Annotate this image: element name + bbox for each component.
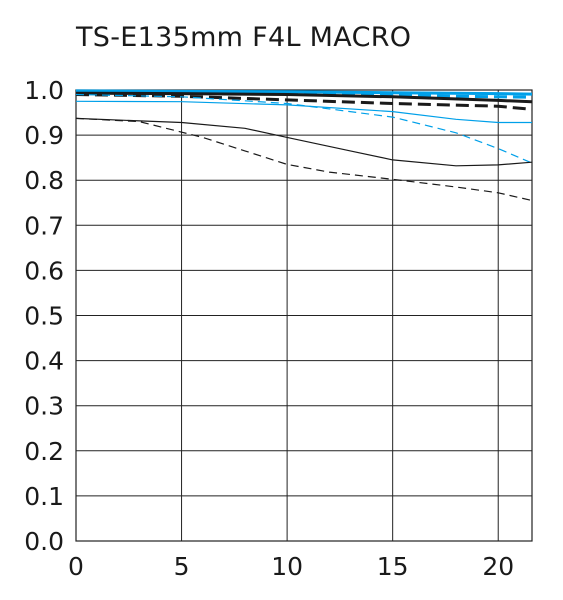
series-line-2 — [75, 91, 533, 104]
x-tick-label: 20 — [482, 552, 514, 581]
series-line-5 — [75, 93, 533, 164]
y-tick-label: 0.9 — [24, 121, 64, 150]
y-tick-label: 0.0 — [24, 527, 64, 556]
chart-title: TS-E135mm F4L MACRO — [76, 22, 412, 53]
y-tick-label: 0.1 — [24, 482, 64, 511]
y-tick-label: 0.6 — [24, 256, 64, 285]
series-line-4 — [75, 100, 532, 124]
y-tick-label: 0.3 — [24, 392, 64, 421]
x-tick-label: 15 — [377, 552, 409, 581]
y-tick-label: 0.8 — [24, 166, 64, 195]
y-tick-label: 0.5 — [24, 302, 64, 331]
plot-frame — [75, 89, 533, 542]
x-tick-label: 10 — [271, 552, 303, 581]
y-tick-label: 1.0 — [24, 76, 64, 105]
y-tick-label: 0.7 — [24, 211, 64, 240]
series-line-3 — [75, 93, 533, 111]
series-line-7 — [75, 117, 533, 202]
y-tick-label: 0.4 — [24, 347, 64, 376]
y-tick-label: 0.2 — [24, 437, 64, 466]
series-line-6 — [75, 117, 533, 167]
x-tick-label: 5 — [174, 552, 190, 581]
x-tick-label: 0 — [68, 552, 84, 581]
